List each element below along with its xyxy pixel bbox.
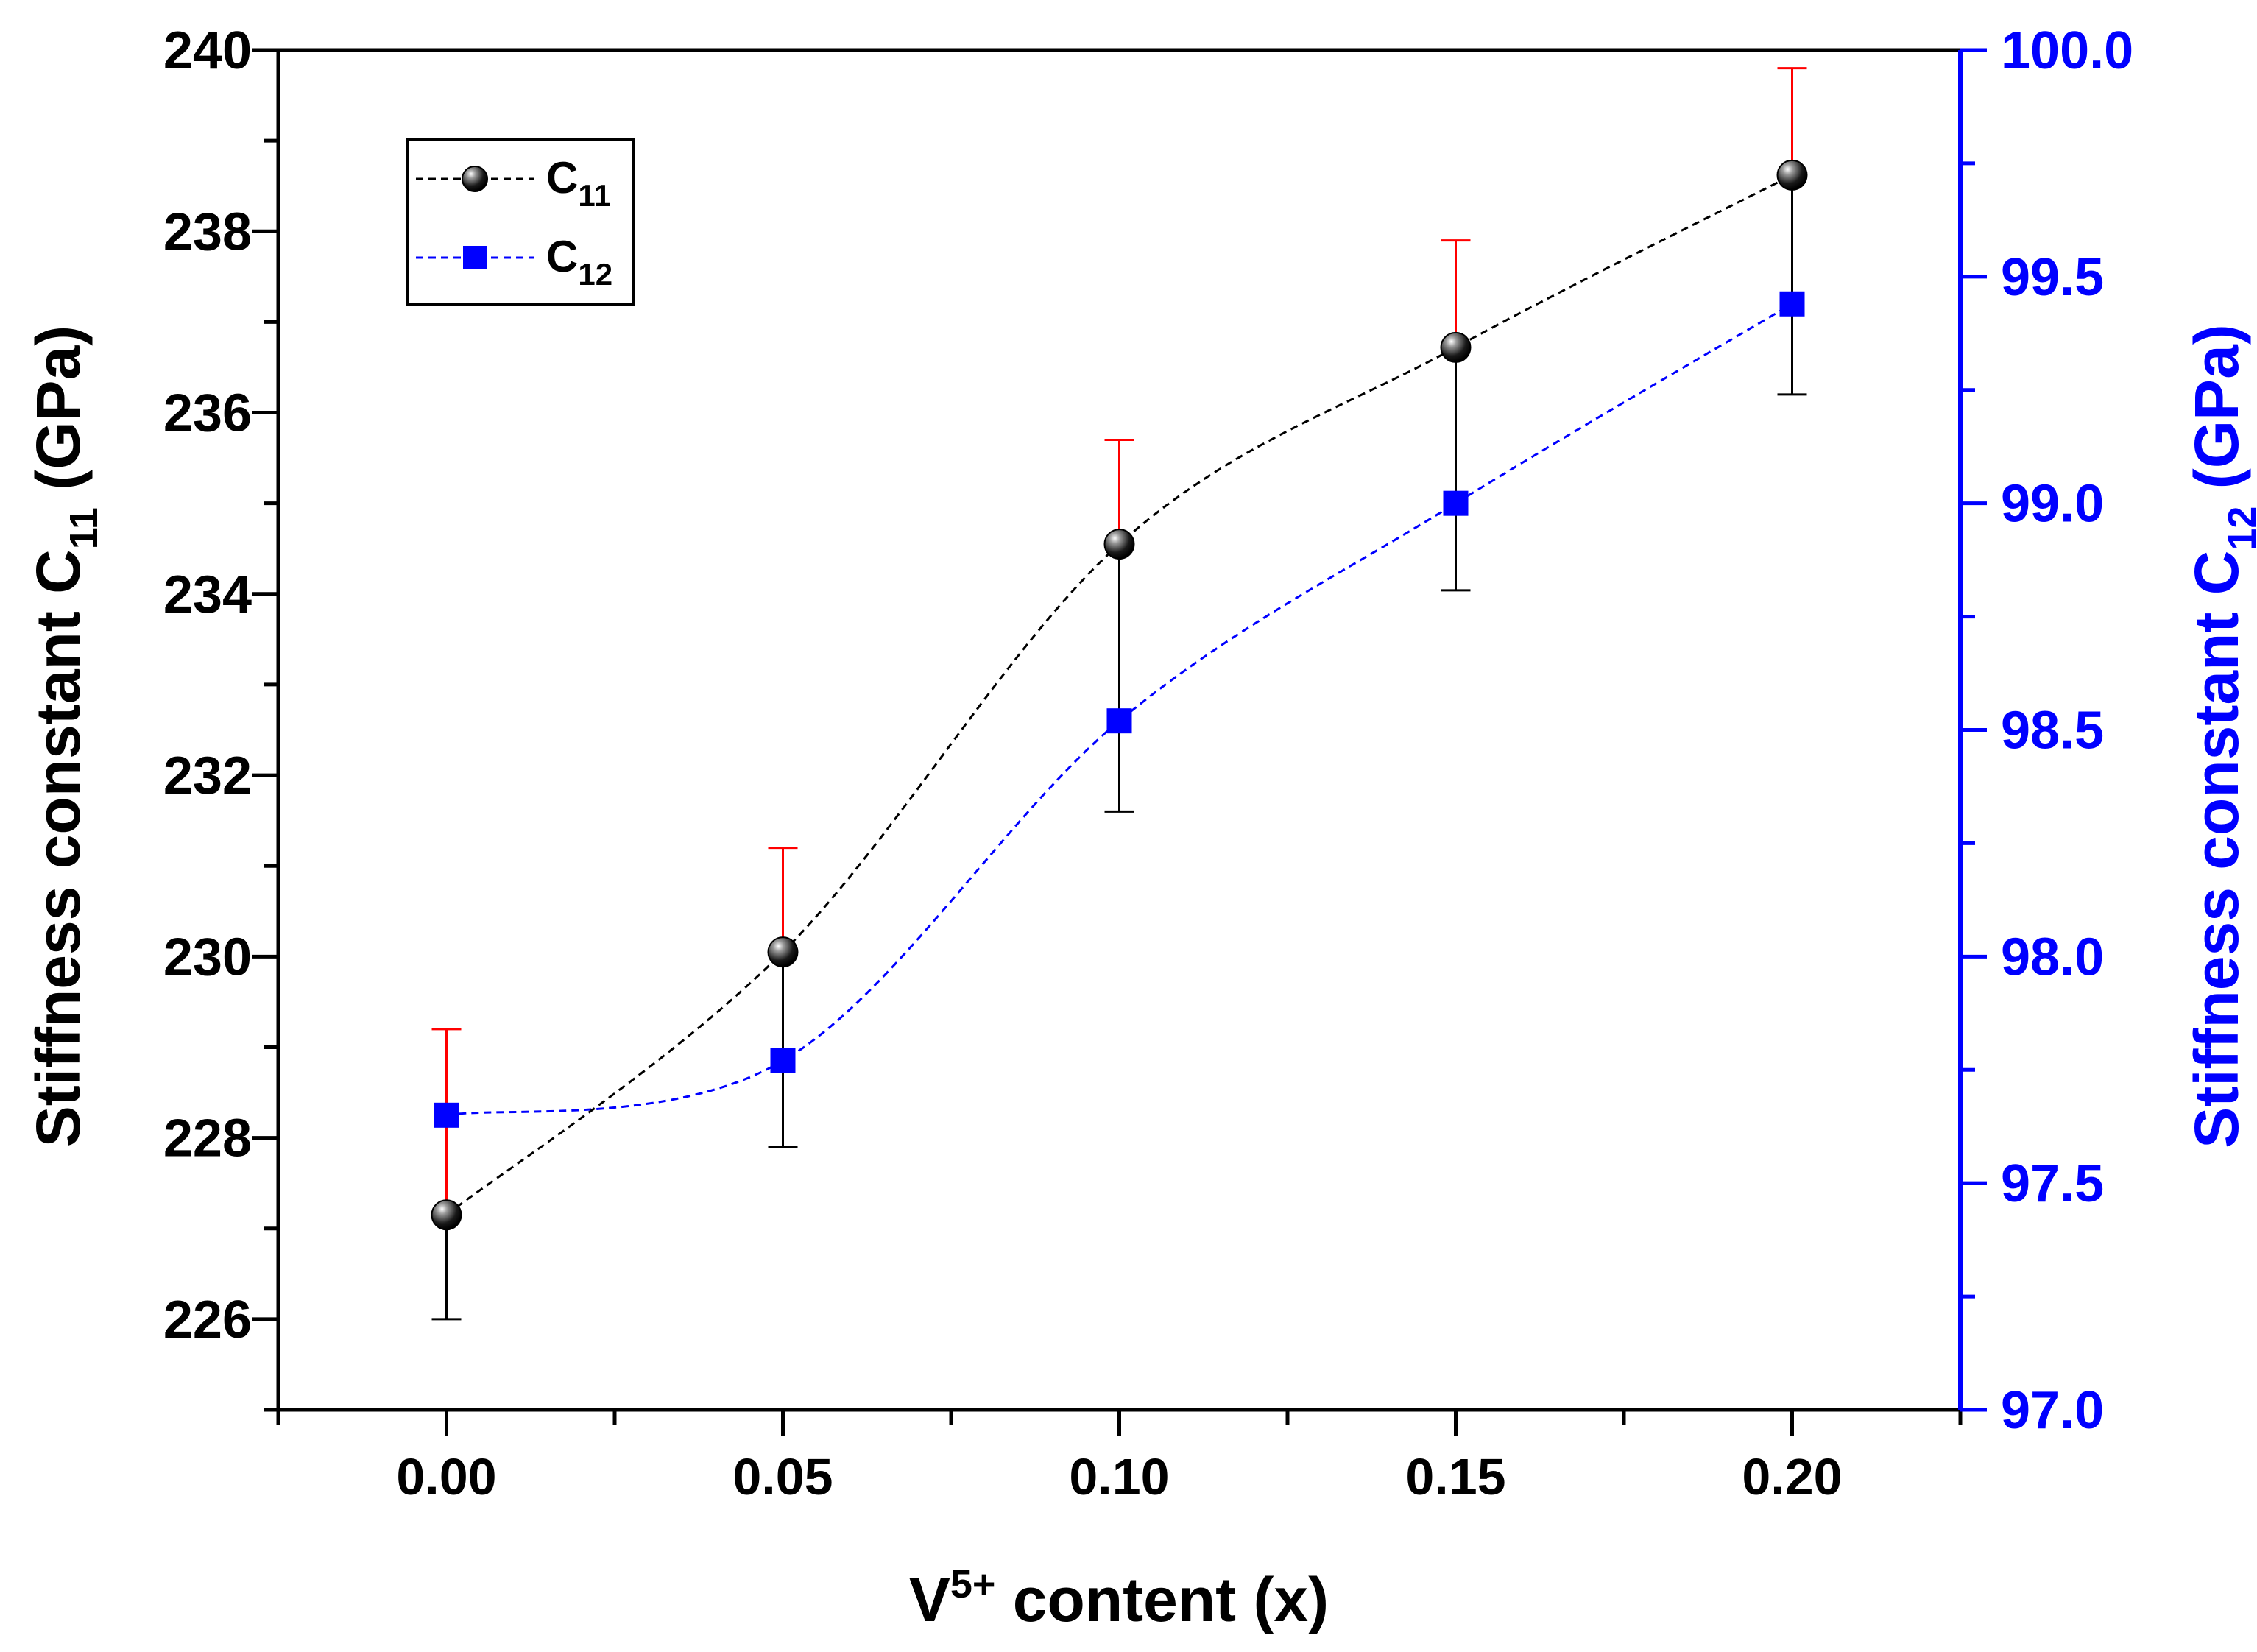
c12-series-line (446, 303, 1793, 1117)
legend-box (406, 138, 635, 306)
y-right-tick-label: 99.5 (2001, 248, 2104, 307)
y-right-tick-label: 99.0 (2001, 475, 2104, 534)
legend-c11-label: C11 (546, 153, 611, 213)
y-right-tick-label: 98.0 (2001, 928, 2104, 986)
x-tick-label: 0.20 (1742, 1448, 1842, 1505)
error-bars (431, 67, 1807, 1321)
x-tick-label: 0.10 (1069, 1448, 1169, 1505)
c11-series-line (445, 174, 1793, 1216)
legend-c12-label: C12 (546, 232, 612, 292)
c12-data-point (1106, 708, 1132, 734)
c12-data-point (770, 1048, 796, 1073)
c11-data-point (431, 1199, 462, 1231)
x-tick-label: 0.00 (396, 1448, 496, 1505)
c11-data-point (1440, 331, 1472, 363)
y-left-tick-label: 234 (163, 565, 252, 624)
y-left-tick-label: 236 (163, 384, 252, 443)
y-left-tick-label: 226 (163, 1291, 252, 1349)
series-markers (431, 159, 1808, 1231)
y-right-tick-label: 100.0 (2001, 21, 2133, 80)
y-left-tick-label: 230 (163, 928, 252, 986)
legend-c12-marker (463, 246, 487, 269)
c11-data-point (1103, 529, 1135, 560)
y-right-tick-label: 97.5 (2001, 1154, 2104, 1213)
c11-data-point (1776, 159, 1808, 191)
x-tick-label: 0.15 (1405, 1448, 1505, 1505)
y-right-tick-label: 98.5 (2001, 702, 2104, 760)
c11-data-point (767, 936, 799, 968)
c12-data-point (1779, 291, 1805, 317)
y-right-tick-label: 97.0 (2001, 1381, 2104, 1440)
y-right-axis-ticks: 97.0 97.5 98.0 98.5 99.0 99.5 100.0 (1960, 21, 2133, 1440)
legend: C11 C12 (406, 138, 635, 306)
y-left-axis-ticks: 226 228 230 232 234 236 238 240 (163, 21, 278, 1412)
y-left-tick-label: 232 (163, 746, 252, 805)
x-axis-ticks: 0.00 0.05 0.10 0.15 0.20 (276, 1410, 1963, 1505)
y-left-tick-label: 240 (163, 21, 252, 80)
legend-c11-marker (462, 166, 488, 192)
y-left-tick-label: 228 (163, 1109, 252, 1168)
c12-data-point (434, 1102, 459, 1128)
x-axis-label: V5+ content (x) (909, 1562, 1329, 1634)
c12-data-point (1443, 490, 1469, 516)
series-curves (445, 174, 1793, 1216)
y-left-tick-label: 238 (163, 202, 252, 261)
y-left-axis-label: Stiffness constant C11 (GPa) (24, 325, 106, 1148)
y-right-axis-label: Stiffness constant C12 (GPa) (2182, 324, 2257, 1148)
x-tick-label: 0.05 (732, 1448, 833, 1505)
